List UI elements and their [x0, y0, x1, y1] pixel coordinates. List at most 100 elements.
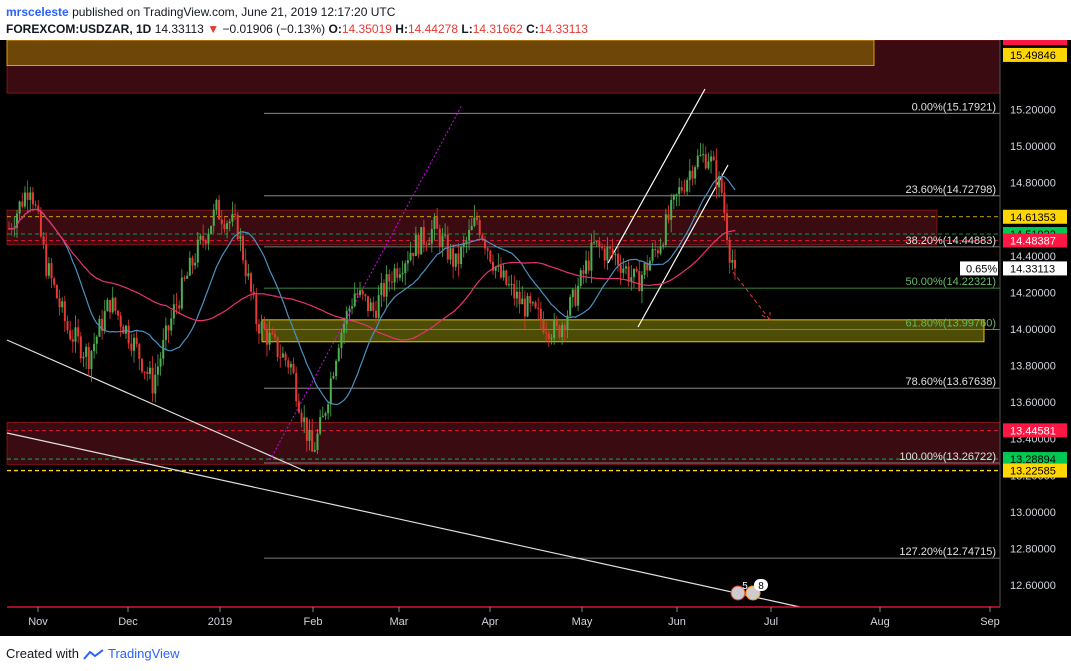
publish-line: mrsceleste published on TradingView.com,… [6, 5, 395, 19]
candle-body [207, 233, 210, 244]
candle-body [622, 268, 625, 273]
price-tick-label: 12.60000 [1010, 580, 1056, 592]
price-label-tag [1003, 209, 1067, 224]
candle-body [111, 297, 114, 313]
candle-body [683, 190, 686, 192]
candle-body [170, 318, 173, 331]
candle-body [327, 404, 330, 414]
candle-body [707, 161, 710, 169]
candle-body [77, 327, 80, 337]
candle-body [510, 283, 513, 285]
trend-line [6, 432, 801, 608]
candle-body [606, 247, 609, 261]
fib-label: 78.60%(13.67638) [905, 376, 996, 388]
candle-body [630, 277, 633, 282]
candle-body [566, 315, 569, 330]
candle-body [247, 273, 250, 277]
candle-body [263, 321, 266, 329]
candle-body [433, 216, 436, 230]
candle-body [731, 260, 734, 263]
candle-body [31, 192, 34, 205]
candle-body [734, 260, 736, 269]
candle-body [444, 234, 447, 236]
candle-body [616, 254, 619, 265]
candle-body [393, 268, 396, 283]
candle-body [582, 270, 585, 274]
candle-body [186, 275, 189, 279]
candle-body [547, 333, 550, 339]
candle-body [127, 325, 130, 344]
price-chart[interactable]: 0.00%(15.17921) 23.60%(14.72798) 38.20%(14… [0, 40, 1071, 636]
candle-body [353, 293, 356, 307]
high-label: H: [395, 22, 408, 36]
price-label-text: 14.33113 [1010, 263, 1055, 275]
candle-body [162, 339, 165, 359]
candle-body [648, 260, 651, 271]
candle-body [284, 353, 287, 361]
candle-body [196, 239, 199, 263]
candle-body [710, 156, 713, 162]
candle-body [295, 372, 298, 402]
candle-body [534, 302, 537, 308]
candle-body [699, 154, 702, 156]
close-value: 14.33113 [538, 22, 588, 36]
author-name[interactable]: mrsceleste [6, 5, 69, 19]
candle-body [292, 363, 295, 373]
price-label-text: 15.49846 [1010, 50, 1056, 62]
candle-body [664, 214, 667, 246]
candle-body [29, 192, 32, 200]
time-tick-label: Sep [980, 616, 1000, 628]
chart-footer: Created with TradingView [0, 636, 1071, 671]
candle-body [311, 430, 314, 452]
candle-body [574, 289, 577, 306]
candle-body [361, 290, 364, 295]
candle-body [343, 323, 346, 333]
price-tick-label: 13.80000 [1010, 361, 1056, 373]
candle-body [140, 358, 143, 372]
candle-body [470, 225, 473, 230]
candle-body [183, 277, 186, 279]
candle-body [250, 273, 252, 292]
last-price: 14.33113 [154, 22, 204, 36]
candle-body [420, 227, 423, 255]
candle-body [188, 257, 191, 276]
symbol-label[interactable]: FOREXCOM:USDZAR, 1D [6, 22, 152, 36]
candle-body [484, 239, 487, 249]
candle-body [106, 299, 109, 312]
candle-body [425, 244, 428, 246]
candle-body [329, 378, 332, 405]
candle-body [138, 344, 141, 359]
candle-body [561, 324, 564, 338]
candle-body [101, 318, 104, 331]
candle-body [505, 270, 508, 285]
candle-body [672, 194, 675, 200]
candle-body [454, 253, 457, 267]
candle-body [335, 360, 338, 377]
time-tick-label: Jul [764, 616, 778, 628]
candle-body [212, 209, 215, 226]
candle-body [244, 260, 247, 277]
event-count-badge [754, 579, 768, 591]
candle-body [601, 246, 604, 249]
candle-body [537, 307, 540, 309]
candle-body [85, 346, 88, 357]
candle-body [180, 277, 183, 309]
candle-body [79, 336, 82, 359]
candle-body [702, 154, 705, 156]
candle-body [351, 306, 354, 309]
candle-body [58, 298, 61, 308]
tradingview-brand[interactable]: TradingView [108, 646, 180, 661]
time-tick-label: Feb [304, 616, 323, 628]
candle-body [45, 244, 48, 276]
channel-line [637, 164, 729, 328]
time-tick-label: Mar [390, 616, 409, 628]
candle-body [257, 324, 260, 334]
candle-body [694, 167, 697, 179]
open-label: O: [328, 22, 342, 36]
candle-body [50, 263, 53, 279]
candle-body [396, 268, 399, 278]
candle-body [287, 360, 290, 368]
time-tick-label: Dec [118, 616, 138, 628]
candle-body [704, 154, 707, 169]
fib-label: 38.20%(14.44883) [905, 235, 996, 247]
